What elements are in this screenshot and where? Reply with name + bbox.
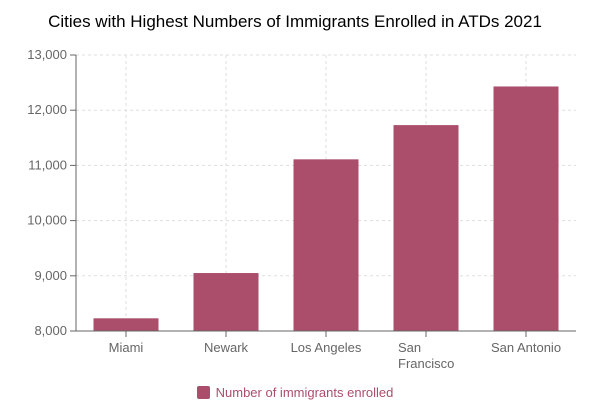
x-tick-label: Newark xyxy=(204,340,249,355)
legend[interactable]: Number of immigrants enrolled xyxy=(0,385,590,400)
x-tick-label: Miami xyxy=(109,340,144,355)
legend-label: Number of immigrants enrolled xyxy=(215,385,394,400)
x-tick-label: San xyxy=(398,340,421,355)
x-tick-label: Los Angeles xyxy=(291,340,362,355)
y-tick-label: 13,000 xyxy=(27,47,67,62)
y-tick-label: 8,000 xyxy=(34,323,67,338)
x-tick-label: San Antonio xyxy=(491,340,561,355)
chart-title: Cities with Highest Numbers of Immigrant… xyxy=(48,12,542,31)
y-tick-label: 9,000 xyxy=(34,268,67,283)
y-tick-label: 12,000 xyxy=(27,102,67,117)
bar-san-francisco xyxy=(393,125,459,331)
bar-miami xyxy=(93,318,159,331)
y-tick-label: 10,000 xyxy=(27,213,67,228)
bar-san-antonio xyxy=(493,86,559,332)
y-tick-label: 11,000 xyxy=(28,157,67,172)
x-tick-label: Francisco xyxy=(398,356,454,371)
bar-los-angeles xyxy=(293,159,359,331)
legend-swatch xyxy=(196,386,210,399)
bar-newark xyxy=(193,273,259,331)
